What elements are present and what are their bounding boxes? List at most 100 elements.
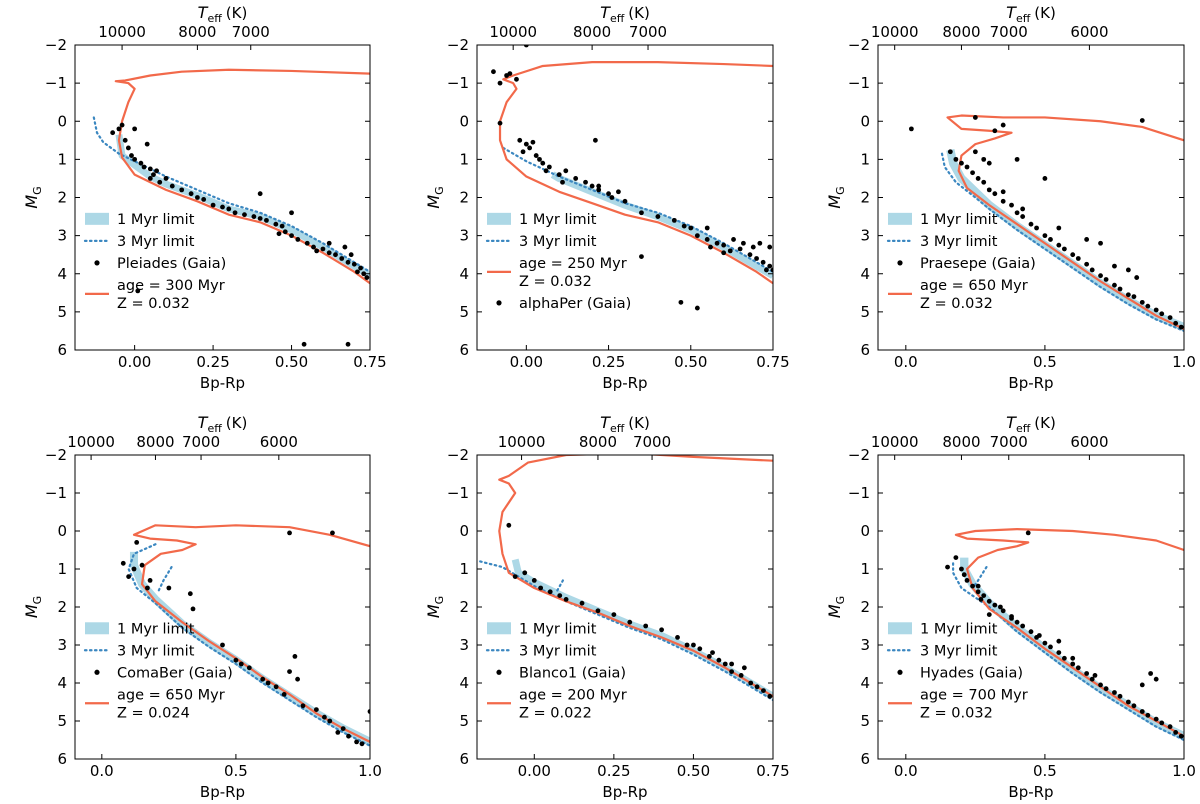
data-point	[531, 578, 537, 583]
data-point	[1084, 671, 1090, 676]
isochrone-line	[946, 114, 1184, 331]
y-tick-label: −1	[447, 484, 469, 502]
data-point	[1139, 118, 1145, 123]
data-point	[972, 149, 978, 155]
y-tick-label: 4	[459, 265, 469, 283]
plot-area	[491, 45, 773, 311]
data-point	[232, 210, 238, 216]
data-point	[1092, 673, 1098, 678]
data-point	[1167, 315, 1173, 320]
data-point	[1020, 623, 1026, 629]
legend-swatch-band	[888, 212, 912, 225]
isochrone-line	[954, 527, 1184, 738]
data-point	[491, 69, 496, 75]
legend: 1 Myr limit 3 Myr limit ComaBer (Gaia) age …	[83, 621, 233, 721]
data-point	[1125, 267, 1131, 273]
data-point	[639, 254, 644, 259]
data-point	[497, 120, 503, 126]
data-point	[147, 578, 153, 583]
data-point	[729, 661, 735, 667]
legend-swatch-points	[897, 669, 903, 675]
legend-label: Hyades (Gaia)	[920, 665, 1023, 681]
limit-3myr-line	[127, 543, 370, 747]
data-point	[346, 733, 351, 739]
data-point	[226, 206, 232, 212]
data-point	[563, 168, 569, 174]
y-tick-label: 4	[57, 265, 67, 283]
data-point	[279, 223, 285, 229]
plot-area	[120, 524, 370, 747]
data-point	[737, 246, 743, 252]
legend-label: 1 Myr limit	[117, 212, 195, 228]
y-tick-label: 2	[57, 189, 67, 207]
data-point	[1084, 261, 1090, 267]
data-point	[1134, 275, 1140, 280]
data-point	[908, 126, 914, 132]
y-tick-label: 2	[459, 598, 469, 616]
data-point	[729, 669, 735, 674]
y-tick-label: 6	[459, 341, 469, 359]
top-tick-label: 8000	[136, 433, 174, 451]
data-point	[986, 598, 992, 604]
y-tick-label: 2	[57, 598, 67, 616]
legend: 1 Myr limit 3 Myr limit age = 250 Myr Z = 0…	[485, 212, 631, 312]
data-point	[1028, 221, 1034, 227]
top-tick-label: 7000	[990, 23, 1028, 41]
data-point	[1173, 320, 1179, 326]
data-point	[595, 608, 601, 614]
data-point	[125, 145, 131, 151]
data-point	[141, 164, 147, 170]
data-point	[754, 256, 759, 261]
x-tick-label: 0.75	[756, 762, 789, 780]
data-point	[622, 198, 628, 204]
data-point	[1056, 650, 1062, 655]
data-point	[512, 574, 518, 579]
data-point	[547, 589, 553, 595]
data-point	[151, 172, 156, 178]
top-tick-label: 6000	[260, 433, 298, 451]
data-point	[767, 244, 773, 250]
data-point	[1056, 638, 1062, 644]
data-point	[981, 156, 987, 162]
top-axis-label: Teff (K)	[600, 413, 650, 435]
data-point	[609, 195, 615, 200]
y-tick-label: 1	[459, 150, 469, 168]
data-point	[139, 562, 145, 568]
data-point	[986, 187, 992, 193]
data-point	[978, 597, 984, 602]
legend-swatch-band	[85, 622, 109, 635]
data-point	[265, 680, 271, 686]
x-tick-label: 0.5	[1033, 353, 1057, 371]
data-point	[643, 623, 649, 629]
isochrone-line	[132, 524, 370, 743]
data-point	[1000, 122, 1006, 128]
x-axis-label: Bp-Rp	[1008, 374, 1053, 392]
legend-label: 1 Myr limit	[117, 621, 195, 637]
data-point	[201, 197, 207, 202]
data-point	[339, 256, 345, 261]
data-point	[722, 661, 728, 667]
top-axis-label: Teff (K)	[198, 3, 248, 25]
data-point	[757, 240, 763, 246]
data-point	[1153, 307, 1159, 313]
isochrone-line	[114, 68, 370, 285]
top-axis-label: Teff (K)	[600, 3, 650, 25]
data-point	[1139, 709, 1145, 714]
legend-label: Z = 0.022	[519, 705, 592, 721]
legend-label: age = 200 Myr	[519, 687, 627, 703]
data-point	[738, 673, 744, 678]
data-point	[264, 217, 269, 223]
data-point	[220, 204, 225, 210]
data-point	[710, 650, 715, 655]
data-point	[169, 183, 175, 189]
data-point	[1148, 671, 1154, 676]
data-point	[1025, 530, 1031, 536]
legend-label: Pleiades (Gaia)	[117, 256, 226, 272]
data-point	[981, 593, 987, 598]
data-point	[333, 252, 338, 258]
y-tick-label: 4	[57, 674, 67, 692]
limit-3myr-line-branch	[555, 579, 565, 593]
data-point	[1056, 242, 1062, 248]
top-tick-label: 10000	[489, 23, 537, 41]
data-point	[530, 139, 536, 145]
